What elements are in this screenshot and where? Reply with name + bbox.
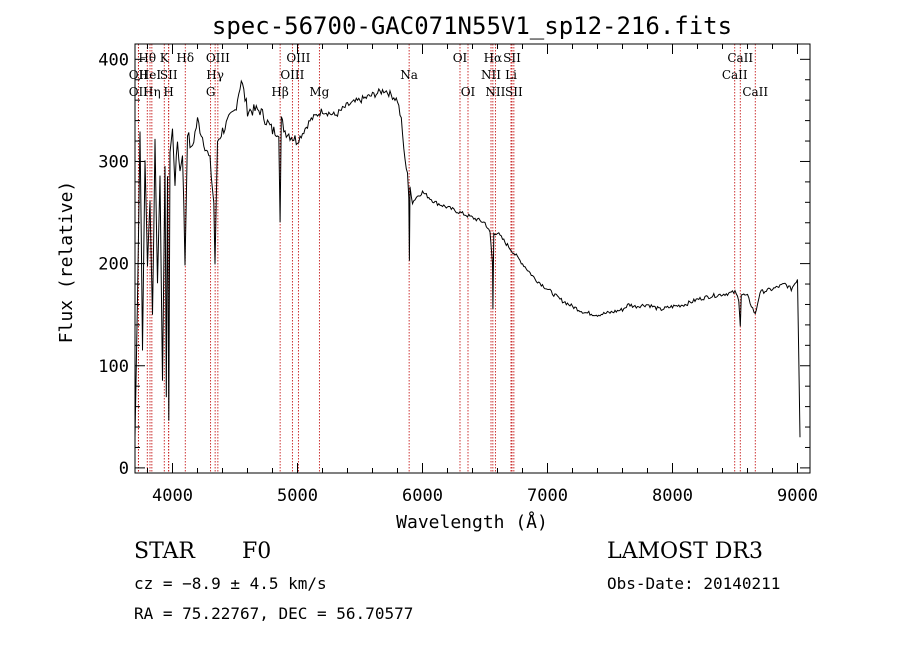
- line-label-10: Hγ: [206, 68, 224, 82]
- x-tick-label-4: 8000: [652, 486, 693, 506]
- y-axis-label: Flux (relative): [56, 181, 77, 344]
- spectrum-chart: spec-56700-GAC071N55V1_sp12-216.fits Hθ O…: [56, 12, 818, 533]
- line-label-25: CaII: [727, 51, 753, 65]
- y-tick-label-3: 300: [98, 152, 129, 172]
- line-label-17: OI: [453, 51, 468, 65]
- x-axis-ticks: 4000 5000 6000 7000 8000 9000: [147, 44, 818, 506]
- line-label-15: Mg: [309, 85, 329, 99]
- x-tick-label-0: 4000: [152, 486, 193, 506]
- redshift-readout: cz = −8.9 ± 4.5 km/s: [134, 574, 327, 593]
- spectral-line-markers: [137, 44, 756, 473]
- line-label-16: Na: [400, 68, 418, 82]
- object-class: STAR: [134, 539, 195, 564]
- line-label-6: SII: [160, 68, 178, 82]
- line-label-19: Hα: [484, 51, 503, 65]
- y-tick-label-4: 400: [98, 50, 129, 70]
- coordinates-readout: RA = 75.22767, DEC = 56.70577: [134, 604, 414, 623]
- line-label-11: G: [206, 85, 216, 99]
- y-tick-label-2: 200: [98, 255, 129, 275]
- x-tick-label-2: 6000: [402, 486, 443, 506]
- x-tick-label-1: 5000: [277, 486, 318, 506]
- y-axis-ticks: 0 100 200 300 400: [98, 50, 810, 479]
- line-label-8: Hδ: [176, 51, 194, 65]
- spectrum-line: [134, 79, 801, 438]
- line-label-18: OI: [461, 85, 476, 99]
- observation-date: Obs-Date: 20140211: [607, 574, 781, 593]
- line-label-22: Li: [505, 68, 517, 82]
- line-label-21: NII: [481, 68, 501, 82]
- line-label-9: OIII: [206, 51, 230, 65]
- line-label-23: NII: [485, 85, 505, 99]
- line-label-7: H: [163, 85, 173, 99]
- line-label-4: Hη: [143, 85, 161, 99]
- line-label-1: OII: [129, 68, 149, 82]
- line-label-5: K: [160, 51, 170, 65]
- line-label-0: Hθ: [138, 51, 156, 65]
- line-label-24: SII: [505, 85, 523, 99]
- x-tick-label-3: 7000: [527, 486, 568, 506]
- x-axis-label: Wavelength (Å): [396, 511, 548, 533]
- line-label-27: CaII: [742, 85, 768, 99]
- object-subclass: F0: [242, 539, 272, 564]
- line-label-14: Hβ: [271, 85, 288, 99]
- line-label-26: CaII: [722, 68, 748, 82]
- line-label-3: HeI: [139, 68, 162, 82]
- x-tick-label-5: 9000: [777, 486, 818, 506]
- line-label-2: OII: [129, 85, 149, 99]
- line-label-12: OIII: [286, 51, 310, 65]
- line-label-13: OIII: [280, 68, 304, 82]
- line-label-20: SII: [503, 51, 521, 65]
- y-tick-label-1: 100: [98, 357, 129, 377]
- y-tick-label-0: 0: [119, 459, 129, 479]
- chart-title: spec-56700-GAC071N55V1_sp12-216.fits: [212, 12, 732, 40]
- survey-name: LAMOST DR3: [607, 539, 763, 564]
